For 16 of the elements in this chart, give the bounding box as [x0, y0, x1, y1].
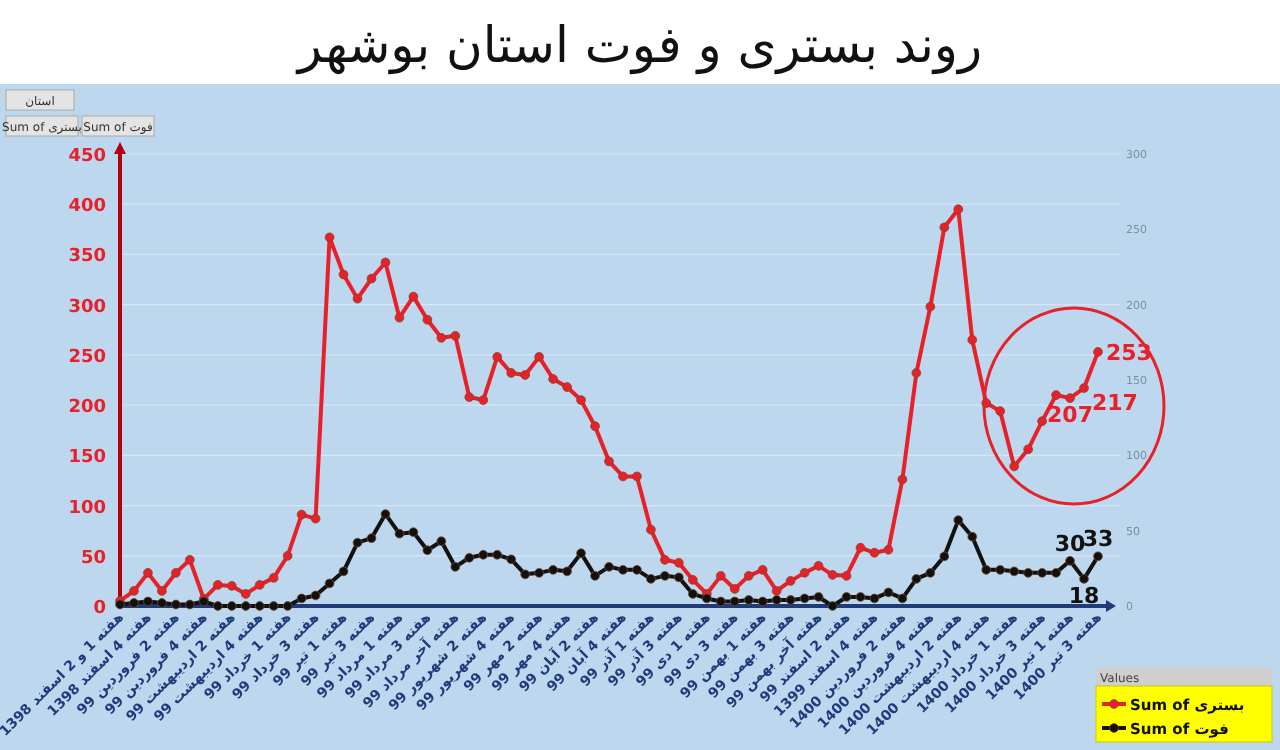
y-tick-label: 0 — [93, 599, 106, 619]
data-label: 217 — [1092, 390, 1138, 417]
y-tick-label: 50 — [80, 548, 106, 569]
chart-title: روند بستری و فوت استان بوشهر — [293, 16, 983, 76]
y-tick-label: 150 — [68, 448, 106, 469]
data-label: 30 — [1054, 530, 1087, 557]
y-tick-label: 200 — [68, 398, 106, 419]
data-label: 18 — [1068, 582, 1100, 609]
y-tick-label: 450 — [68, 147, 106, 167]
y-tick-label: 100 — [68, 498, 106, 519]
y-tick-label: 400 — [68, 197, 106, 218]
data-label: 33 — [1082, 526, 1114, 553]
y-tick-label: 300 — [68, 297, 106, 318]
data-label: 207 — [1047, 402, 1094, 429]
y-tick-label: 350 — [68, 247, 106, 268]
y-tick-label: 250 — [68, 347, 106, 368]
